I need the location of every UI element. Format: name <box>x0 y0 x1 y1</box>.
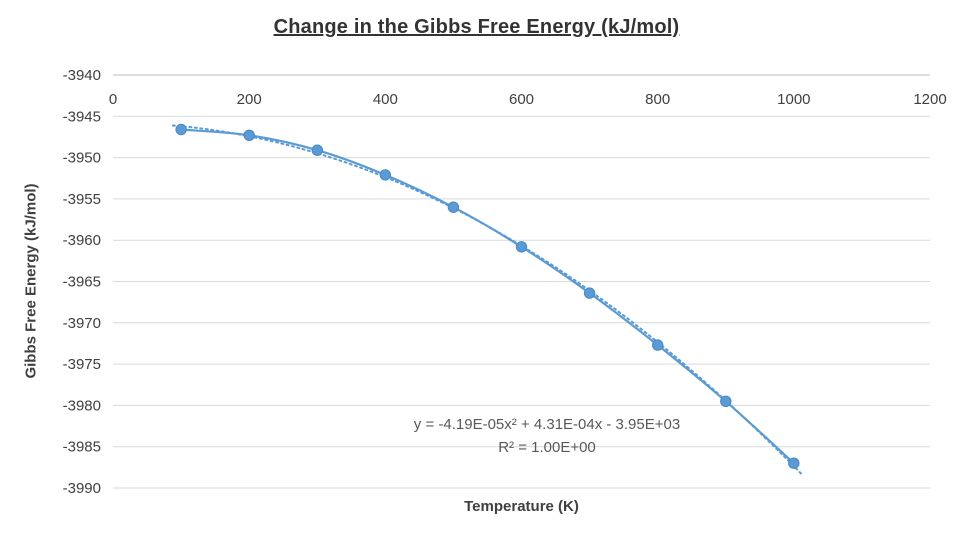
data-point <box>515 241 528 253</box>
y-tick-label: -3940 <box>63 67 101 84</box>
x-tick-label: 1000 <box>777 91 810 108</box>
x-tick-label: 1200 <box>913 91 946 108</box>
y-tick-label: -3950 <box>63 150 101 167</box>
data-point <box>583 287 596 299</box>
r-squared-label: R² = 1.00E+00 <box>498 439 596 456</box>
series-line <box>181 128 795 465</box>
x-axis-title: Temperature (K) <box>464 498 579 515</box>
y-tick-label: -3990 <box>63 480 101 497</box>
data-point <box>652 339 664 351</box>
y-tick-label: -3985 <box>63 439 101 456</box>
trendline-equation: y = -4.19E-05x² + 4.31E-04x - 3.95E+03 <box>413 416 681 433</box>
data-point <box>447 201 460 213</box>
x-tick-label: 400 <box>373 91 398 108</box>
x-tick-label: 0 <box>109 91 117 108</box>
y-axis-title: Gibbs Free Energy (kJ/mol) <box>22 183 40 379</box>
data-point <box>311 144 323 156</box>
x-tick-label: 200 <box>237 91 262 108</box>
data-point <box>379 169 391 181</box>
x-tick-label: 800 <box>645 91 670 108</box>
y-tick-label: -3980 <box>63 397 101 414</box>
data-point <box>175 123 187 136</box>
data-point <box>788 457 800 469</box>
trendline-annotation: y = -4.19E-05x² + 4.31E-04x - 3.95E+03 R… <box>377 413 717 459</box>
y-tick-label: -3975 <box>63 356 101 373</box>
chart-title: Change in the Gibbs Free Energy (kJ/mol) <box>273 16 680 38</box>
trendline <box>171 124 804 477</box>
data-point <box>243 129 255 142</box>
y-tick-label: -3945 <box>63 108 101 125</box>
y-tick-label: -3965 <box>63 274 101 291</box>
y-tick-label: -3960 <box>63 232 101 249</box>
x-tick-label: 600 <box>509 91 534 108</box>
data-point <box>720 395 732 407</box>
y-tick-label: -3970 <box>63 315 101 332</box>
y-tick-label: -3955 <box>63 191 101 208</box>
